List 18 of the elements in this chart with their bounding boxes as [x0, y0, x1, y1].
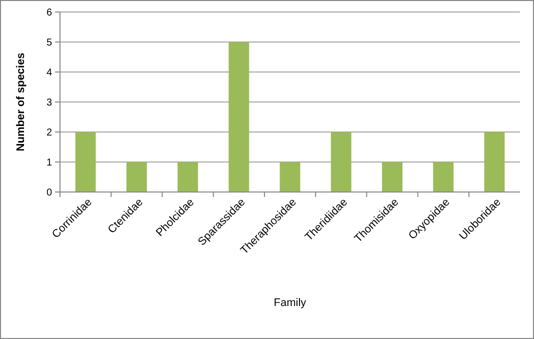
y-tick-label: 4: [46, 68, 52, 78]
bar: [433, 162, 454, 192]
bar: [330, 132, 352, 192]
bar: [382, 162, 402, 192]
y-tick-label: 1: [46, 158, 52, 168]
bar: [75, 132, 96, 192]
bar: [484, 132, 505, 192]
y-tick-label: 3: [46, 98, 52, 108]
y-tick-label: 6: [46, 8, 52, 18]
bar: [126, 162, 147, 192]
y-tick-label: 2: [46, 128, 52, 138]
y-axis-title: Number of species: [15, 52, 27, 152]
x-axis-title: Family: [274, 297, 307, 309]
bar: [178, 162, 198, 192]
bar: [228, 42, 250, 192]
y-tick-label: 5: [46, 38, 52, 48]
y-tick-label: 0: [46, 188, 52, 198]
bar: [280, 162, 300, 192]
